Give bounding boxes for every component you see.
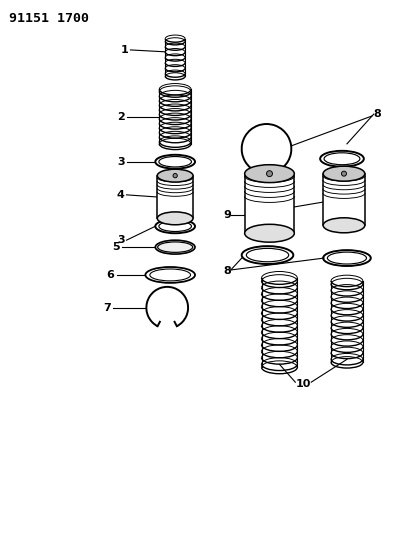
Text: 10: 10 xyxy=(295,379,311,389)
Circle shape xyxy=(173,174,177,178)
Bar xyxy=(323,174,365,225)
Ellipse shape xyxy=(155,240,195,254)
Ellipse shape xyxy=(323,166,365,181)
Text: 91151 1700: 91151 1700 xyxy=(10,12,89,25)
Circle shape xyxy=(267,171,272,176)
Ellipse shape xyxy=(323,218,365,233)
Ellipse shape xyxy=(157,212,193,225)
Ellipse shape xyxy=(245,165,294,183)
Text: 4: 4 xyxy=(117,190,124,200)
Text: 3: 3 xyxy=(117,235,124,245)
Text: 2: 2 xyxy=(117,111,124,122)
Text: 9: 9 xyxy=(223,211,231,220)
Bar xyxy=(245,174,294,233)
Ellipse shape xyxy=(245,224,294,242)
Text: 7: 7 xyxy=(103,303,110,313)
Text: 1: 1 xyxy=(121,45,128,55)
Ellipse shape xyxy=(157,169,193,182)
Ellipse shape xyxy=(158,242,192,252)
Text: 5: 5 xyxy=(112,242,120,252)
Text: 3: 3 xyxy=(117,157,124,167)
Bar xyxy=(157,176,193,219)
Circle shape xyxy=(341,171,346,176)
Text: 8: 8 xyxy=(223,266,231,276)
Text: 8: 8 xyxy=(374,109,381,119)
Text: 6: 6 xyxy=(107,270,114,280)
